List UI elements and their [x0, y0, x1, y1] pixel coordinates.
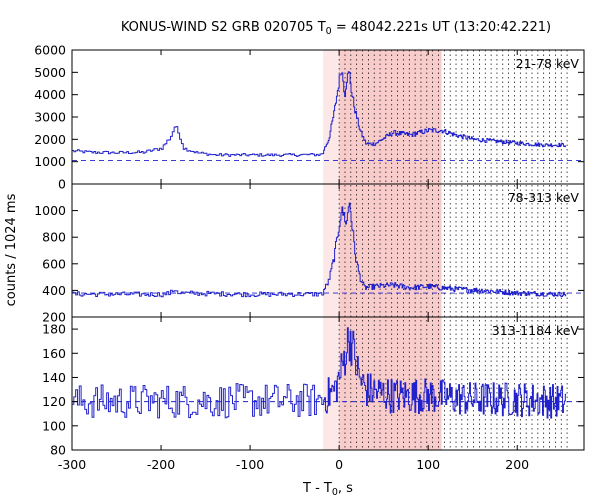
series-line	[72, 327, 567, 419]
chart-title: KONUS-WIND S2 GRB 020705 T0 = 48042.221s…	[121, 20, 551, 37]
y-tick-label: 600	[42, 256, 66, 271]
x-tick-label: -300	[58, 457, 86, 472]
y-tick-label: 80	[50, 443, 66, 458]
panel-frame	[71, 316, 585, 451]
chart-title-prefix: KONUS-WIND S2 GRB 020705 T	[121, 20, 326, 35]
y-tick-label: 5000	[34, 65, 66, 80]
y-tick-label: 200	[42, 310, 66, 325]
x-tick-label: 100	[416, 457, 440, 472]
y-tick-label: 1000	[34, 154, 66, 169]
y-tick-label: 4000	[34, 87, 66, 102]
chart-title-subscript: 0	[326, 26, 332, 37]
x-tick-label: 0	[335, 457, 343, 472]
x-axis-title: T - T0, s	[302, 481, 353, 498]
y-tick-label: 2000	[34, 132, 66, 147]
x-tick-label: 200	[505, 457, 529, 472]
x-axis-title-suffix: , s	[338, 481, 353, 496]
y-tick-label: 0	[58, 177, 66, 192]
series-line	[72, 71, 567, 157]
x-tick-label: -200	[147, 457, 175, 472]
energy-band-label: 21-78 keV	[516, 56, 580, 71]
y-tick-label: 160	[42, 346, 66, 361]
y-tick-label: 180	[42, 322, 66, 337]
y-tick-label: 1000	[34, 203, 66, 218]
y-tick-label: 120	[42, 394, 66, 409]
series-line	[72, 202, 567, 298]
x-tick-label: -100	[236, 457, 264, 472]
y-tick-label: 6000	[34, 43, 66, 58]
y-tick-label: 3000	[34, 110, 66, 125]
y-axis-title: counts / 1024 ms	[4, 193, 19, 306]
y-tick-label: 140	[42, 370, 66, 385]
y-tick-label: 800	[42, 230, 66, 245]
y-tick-label: 400	[42, 283, 66, 298]
chart-title-suffix: = 48042.221s UT (13:20:42.221)	[332, 20, 551, 35]
shade-light-region	[323, 50, 340, 450]
x-axis-title-subscript: 0	[332, 487, 338, 498]
energy-band-label: 313-1184 keV	[492, 323, 580, 338]
x-axis-title-prefix: T - T	[302, 481, 332, 496]
y-tick-label: 100	[42, 418, 66, 433]
energy-band-label: 78-313 keV	[508, 190, 580, 205]
